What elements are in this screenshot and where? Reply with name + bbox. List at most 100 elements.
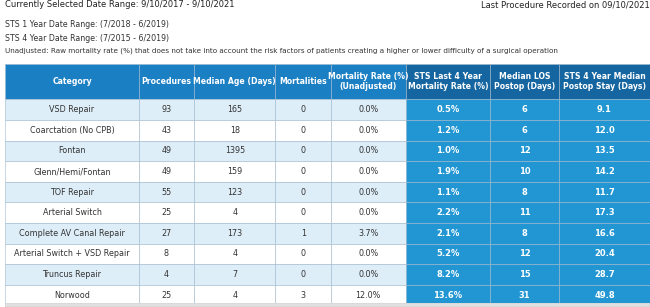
Bar xyxy=(491,161,559,182)
Text: Norwood: Norwood xyxy=(54,291,90,300)
Bar xyxy=(194,285,276,305)
Text: 4: 4 xyxy=(232,250,237,258)
Bar xyxy=(276,99,331,120)
Text: Arterial Switch + VSD Repair: Arterial Switch + VSD Repair xyxy=(14,250,130,258)
Bar xyxy=(406,223,491,244)
Text: STS 4 Year Median
Postop Stay (Days): STS 4 Year Median Postop Stay (Days) xyxy=(563,72,646,91)
Bar xyxy=(491,244,559,264)
Text: 13.6%: 13.6% xyxy=(434,291,463,300)
Bar xyxy=(491,223,559,244)
Bar xyxy=(491,141,559,161)
Text: Fontan: Fontan xyxy=(58,146,86,155)
Text: 17.3: 17.3 xyxy=(594,208,615,217)
Bar xyxy=(276,141,331,161)
Bar xyxy=(406,244,491,264)
Text: 10: 10 xyxy=(519,167,530,176)
Text: 4: 4 xyxy=(232,291,237,300)
Bar xyxy=(331,223,406,244)
Bar xyxy=(194,223,276,244)
Text: 49: 49 xyxy=(161,146,172,155)
Bar xyxy=(5,99,138,120)
Text: 8: 8 xyxy=(522,229,528,238)
Text: Currently Selected Date Range: 9/10/2017 - 9/10/2021: Currently Selected Date Range: 9/10/2017… xyxy=(5,0,235,9)
Text: 4: 4 xyxy=(164,270,169,279)
Bar xyxy=(559,264,650,285)
Bar xyxy=(138,141,194,161)
Text: STS Last 4 Year
Mortality Rate (%): STS Last 4 Year Mortality Rate (%) xyxy=(408,72,488,91)
Text: 0.5%: 0.5% xyxy=(436,105,460,114)
Text: VSD Repair: VSD Repair xyxy=(49,105,94,114)
Bar xyxy=(491,264,559,285)
Bar xyxy=(194,264,276,285)
Text: Mortality Rate (%)
(Unadjusted): Mortality Rate (%) (Unadjusted) xyxy=(328,72,409,91)
Bar xyxy=(559,202,650,223)
Text: 6: 6 xyxy=(522,105,528,114)
Text: Glenn/Hemi/Fontan: Glenn/Hemi/Fontan xyxy=(33,167,110,176)
Bar xyxy=(331,244,406,264)
Bar xyxy=(194,244,276,264)
Text: 0.0%: 0.0% xyxy=(358,146,378,155)
Text: 12: 12 xyxy=(519,146,530,155)
Text: Complete AV Canal Repair: Complete AV Canal Repair xyxy=(19,229,125,238)
Text: 11.7: 11.7 xyxy=(594,188,615,197)
Text: 55: 55 xyxy=(161,188,172,197)
Text: 123: 123 xyxy=(227,188,242,197)
Bar xyxy=(331,99,406,120)
Text: 173: 173 xyxy=(227,229,242,238)
Bar xyxy=(138,99,194,120)
Bar xyxy=(138,182,194,202)
Bar xyxy=(406,202,491,223)
Text: 0.0%: 0.0% xyxy=(358,167,378,176)
Text: 1395: 1395 xyxy=(225,146,245,155)
Text: 9.1: 9.1 xyxy=(597,105,612,114)
Bar xyxy=(406,120,491,141)
Bar xyxy=(138,285,194,305)
Bar xyxy=(331,264,406,285)
Bar xyxy=(491,99,559,120)
Text: 0.0%: 0.0% xyxy=(358,188,378,197)
Text: TOF Repair: TOF Repair xyxy=(50,188,94,197)
Text: 3: 3 xyxy=(301,291,305,300)
Bar xyxy=(559,223,650,244)
Text: 1.2%: 1.2% xyxy=(436,126,460,135)
Text: STS 4 Year Date Range: (7/2015 - 6/2019): STS 4 Year Date Range: (7/2015 - 6/2019) xyxy=(5,34,169,43)
Text: 8.2%: 8.2% xyxy=(436,270,460,279)
Bar xyxy=(276,161,331,182)
Text: 12.0%: 12.0% xyxy=(356,291,381,300)
Text: Category: Category xyxy=(52,77,92,87)
Text: 31: 31 xyxy=(519,291,530,300)
Bar xyxy=(5,223,138,244)
Text: 0: 0 xyxy=(301,126,305,135)
Text: 0.0%: 0.0% xyxy=(358,250,378,258)
Bar xyxy=(5,202,138,223)
Bar xyxy=(559,64,650,99)
Bar xyxy=(406,64,491,99)
Bar xyxy=(559,182,650,202)
Bar xyxy=(138,264,194,285)
Bar xyxy=(331,64,406,99)
Text: Last Procedure Recorded on 09/10/2021: Last Procedure Recorded on 09/10/2021 xyxy=(481,0,650,9)
Bar xyxy=(491,182,559,202)
Bar xyxy=(194,202,276,223)
Bar xyxy=(406,161,491,182)
Bar xyxy=(5,64,138,99)
Text: 0: 0 xyxy=(301,105,305,114)
Text: 1: 1 xyxy=(301,229,305,238)
Bar xyxy=(5,244,138,264)
Bar xyxy=(559,244,650,264)
Text: Truncus Repair: Truncus Repair xyxy=(42,270,101,279)
Text: 12: 12 xyxy=(519,250,530,258)
Bar xyxy=(194,182,276,202)
Bar xyxy=(138,202,194,223)
Text: 2.2%: 2.2% xyxy=(436,208,460,217)
Text: 18: 18 xyxy=(230,126,240,135)
Bar xyxy=(559,161,650,182)
Bar xyxy=(276,264,331,285)
Text: 25: 25 xyxy=(161,208,172,217)
Text: 49: 49 xyxy=(161,167,172,176)
Text: Coarctation (No CPB): Coarctation (No CPB) xyxy=(30,126,114,135)
Text: 1.9%: 1.9% xyxy=(436,167,460,176)
Text: STS 1 Year Date Range: (7/2018 - 6/2019): STS 1 Year Date Range: (7/2018 - 6/2019) xyxy=(5,20,169,29)
Bar xyxy=(406,141,491,161)
Bar xyxy=(5,120,138,141)
